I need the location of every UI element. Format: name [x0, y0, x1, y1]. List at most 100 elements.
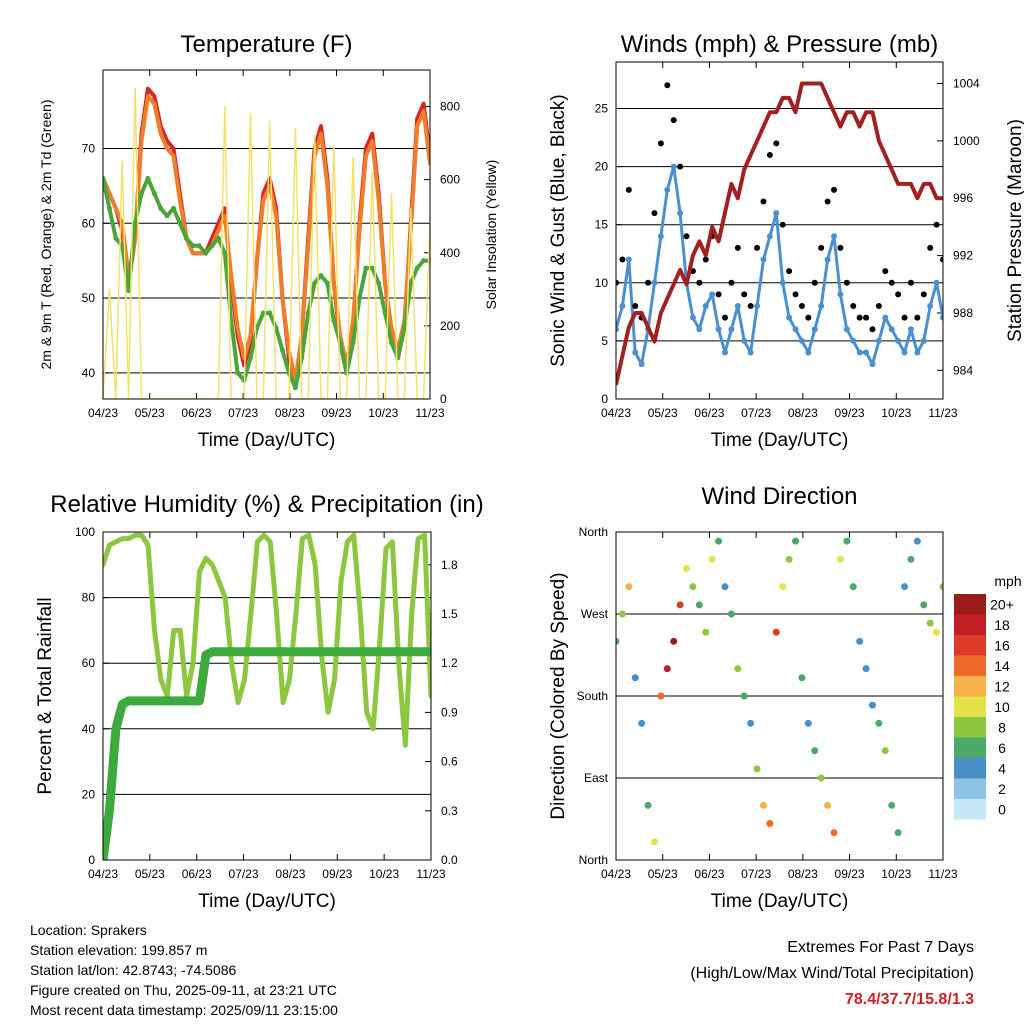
x-tick-label: 10/23 — [369, 867, 399, 881]
direction-point — [843, 537, 851, 545]
dewpoint-point — [183, 235, 189, 241]
direction-point — [888, 801, 896, 809]
gust-point — [818, 244, 825, 251]
direction-point — [868, 701, 876, 709]
x-axis-label: Time (Day/UTC) — [711, 891, 849, 912]
panel-1: Temperature (F) 40 50 60 70 0 200 400 600 800 04/2… — [38, 31, 499, 451]
dewpoint-point — [235, 370, 241, 376]
x-tick-label: 04/23 — [601, 867, 631, 881]
wind-point — [657, 233, 664, 240]
wind-point — [625, 256, 632, 263]
y2-tick-label: 992 — [953, 249, 973, 263]
extremes-values: 78.4/37.7/15.8/1.3 — [845, 991, 974, 1008]
plot-area — [103, 532, 431, 860]
series-line — [103, 94, 430, 383]
wind-point — [856, 349, 863, 356]
direction-point — [657, 692, 665, 700]
extremes-subtitle: (High/Low/Max Wind/Total Precipitation) — [690, 965, 974, 982]
y2-tick-label: 1000 — [953, 134, 980, 148]
gust-point — [875, 303, 882, 310]
direction-point — [695, 601, 703, 609]
x-axis-label: Time (Day/UTC) — [198, 430, 336, 451]
y2-tick-label: 0.6 — [441, 755, 458, 769]
direction-point — [638, 719, 646, 727]
direction-point — [759, 801, 767, 809]
y-tick-label: 0 — [601, 392, 608, 406]
y2-tick-label: 400 — [440, 246, 460, 260]
colorbar-label: 18 — [994, 617, 1010, 633]
panel-3: Relative Humidity (%) & Precipitation (i… — [35, 491, 484, 912]
gust-point — [779, 221, 786, 228]
dewpoint-point — [389, 340, 395, 346]
station-info: Location: Sprakers Station elevation: 19… — [30, 920, 338, 1020]
dewpoint-point — [190, 243, 196, 249]
gust-point — [901, 314, 908, 321]
wind-point — [907, 326, 914, 333]
wind-line — [616, 165, 943, 366]
x-tick-label: 08/23 — [788, 867, 818, 881]
dewpoint-point — [215, 235, 221, 241]
wind-point — [863, 349, 870, 356]
series-line — [103, 647, 431, 860]
wind-point — [875, 337, 882, 344]
dewpoint-point — [222, 250, 228, 256]
gust-point — [914, 314, 921, 321]
y-tick-label: 40 — [82, 366, 96, 380]
x-tick-label: 06/23 — [181, 406, 211, 420]
wind-point — [722, 349, 728, 356]
wind-point — [786, 314, 793, 321]
y2-tick-label: 0 — [440, 392, 447, 406]
wind-point — [940, 314, 943, 321]
y-tick-label: East — [584, 771, 609, 785]
x-tick-label: 09/23 — [322, 406, 352, 420]
dewpoint-point — [382, 310, 388, 316]
gust-point — [619, 256, 626, 263]
info-location: Location: Sprakers — [30, 922, 147, 938]
direction-point — [894, 829, 902, 837]
plot-area — [616, 537, 943, 846]
y-tick-label: 60 — [82, 216, 96, 230]
pressure-line — [616, 81, 943, 386]
colorbar-label: 8 — [998, 719, 1006, 735]
direction-point — [804, 719, 812, 727]
gust-point — [863, 314, 870, 321]
y2-tick-label: 0.0 — [441, 853, 458, 867]
dewpoint-point — [356, 295, 362, 301]
direction-point — [772, 628, 780, 636]
dewpoint-point — [408, 280, 414, 286]
dewpoint-point — [106, 205, 112, 211]
dewpoint-point — [119, 243, 125, 249]
dewpoint-point — [145, 175, 151, 181]
gust-point — [702, 256, 709, 263]
dewpoint-point — [369, 265, 375, 271]
dewpoint-point — [350, 340, 356, 346]
direction-point — [721, 583, 729, 591]
extremes-title: Extremes For Past 7 Days — [787, 939, 974, 956]
dewpoint-point — [103, 175, 106, 181]
gust-point — [657, 140, 664, 147]
dewpoint-point — [132, 220, 138, 226]
gust-point — [664, 82, 671, 89]
gust-point — [715, 291, 722, 298]
dewpoint-point — [247, 355, 253, 361]
wind-point — [619, 303, 626, 310]
gust-point — [734, 244, 741, 251]
wind-point — [638, 361, 645, 368]
info-recent: Most recent data timestamp: 2025/09/11 2… — [30, 1002, 338, 1018]
x-tick-label: 05/23 — [648, 867, 678, 881]
y-tick-label: North — [579, 525, 608, 539]
wind-point — [715, 326, 722, 333]
dewpoint-point — [177, 220, 183, 226]
dewpoint-point — [312, 280, 318, 286]
x-tick-label: 06/23 — [182, 867, 212, 881]
direction-point — [779, 583, 787, 591]
direction-point — [830, 829, 838, 837]
y-tick-label: 70 — [82, 142, 96, 156]
gust-point — [754, 244, 761, 251]
y-tick-label: 5 — [601, 334, 608, 348]
wind-point — [677, 210, 684, 217]
gust-point — [645, 279, 652, 286]
direction-point — [625, 583, 633, 591]
dewpoint-point — [171, 205, 177, 211]
x-tick-label: 11/23 — [416, 867, 445, 881]
